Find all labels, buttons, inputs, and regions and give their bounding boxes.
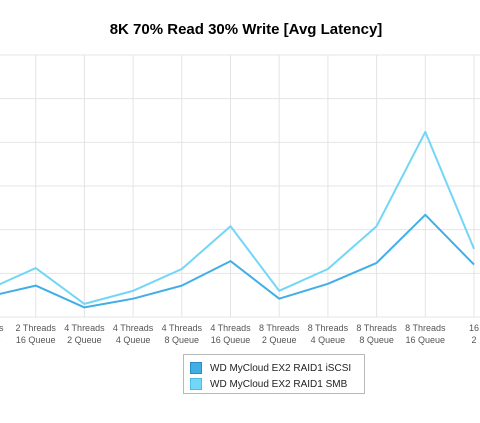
x-tick-label: 8 Threads [356, 323, 397, 333]
x-tick-label: 8 Queue [359, 335, 394, 345]
x-tick-label: Queue [0, 335, 1, 345]
series-lines [0, 130, 475, 309]
legend-item-iscsi[interactable]: WD MyCloud EX2 RAID1 iSCSI [190, 360, 351, 376]
x-tick-label: 4 Threads [113, 323, 154, 333]
x-tick-label: 16 Queue [16, 335, 56, 345]
x-tick-label: 2 Queue [262, 335, 297, 345]
x-tick-label: 16 [469, 323, 479, 333]
x-tick-label: 4 Threads [162, 323, 203, 333]
chart-title: 8K 70% Read 30% Write [Avg Latency] [110, 21, 383, 38]
grid [0, 54, 480, 318]
x-tick-label: 8 Threads [308, 323, 349, 333]
x-tick-label: 4 Threads [64, 323, 105, 333]
x-tick-label: 2 Queue [67, 335, 102, 345]
x-tick-label: 16 Queue [211, 335, 251, 345]
legend: WD MyCloud EX2 RAID1 iSCSI WD MyCloud EX… [183, 354, 365, 394]
x-tick-label: 4 Queue [116, 335, 151, 345]
x-tick-label: 8 Threads [405, 323, 446, 333]
x-axis-ticks: Threads Queue 2 Threads 16 Queue 4 Threads 2 … [0, 323, 479, 345]
x-tick-label: Threads [0, 323, 4, 333]
x-tick-label: 8 Queue [165, 335, 200, 345]
x-tick-label: 2 Threads [16, 323, 57, 333]
legend-label-iscsi: WD MyCloud EX2 RAID1 iSCSI [210, 362, 352, 374]
x-tick-label: 2 [471, 335, 476, 345]
series-line [0, 213, 475, 309]
x-tick-label: 4 Queue [311, 335, 346, 345]
x-tick-label: 8 Threads [259, 323, 300, 333]
x-tick-label: 4 Threads [210, 323, 251, 333]
legend-item-smb[interactable]: WD MyCloud EX2 RAID1 SMB [190, 376, 347, 392]
series-line [0, 130, 475, 305]
legend-label-smb: WD MyCloud EX2 RAID1 SMB [210, 378, 348, 390]
legend-swatch-iscsi [190, 362, 202, 374]
legend-swatch-smb [190, 378, 202, 390]
x-tick-label: 16 Queue [406, 335, 446, 345]
